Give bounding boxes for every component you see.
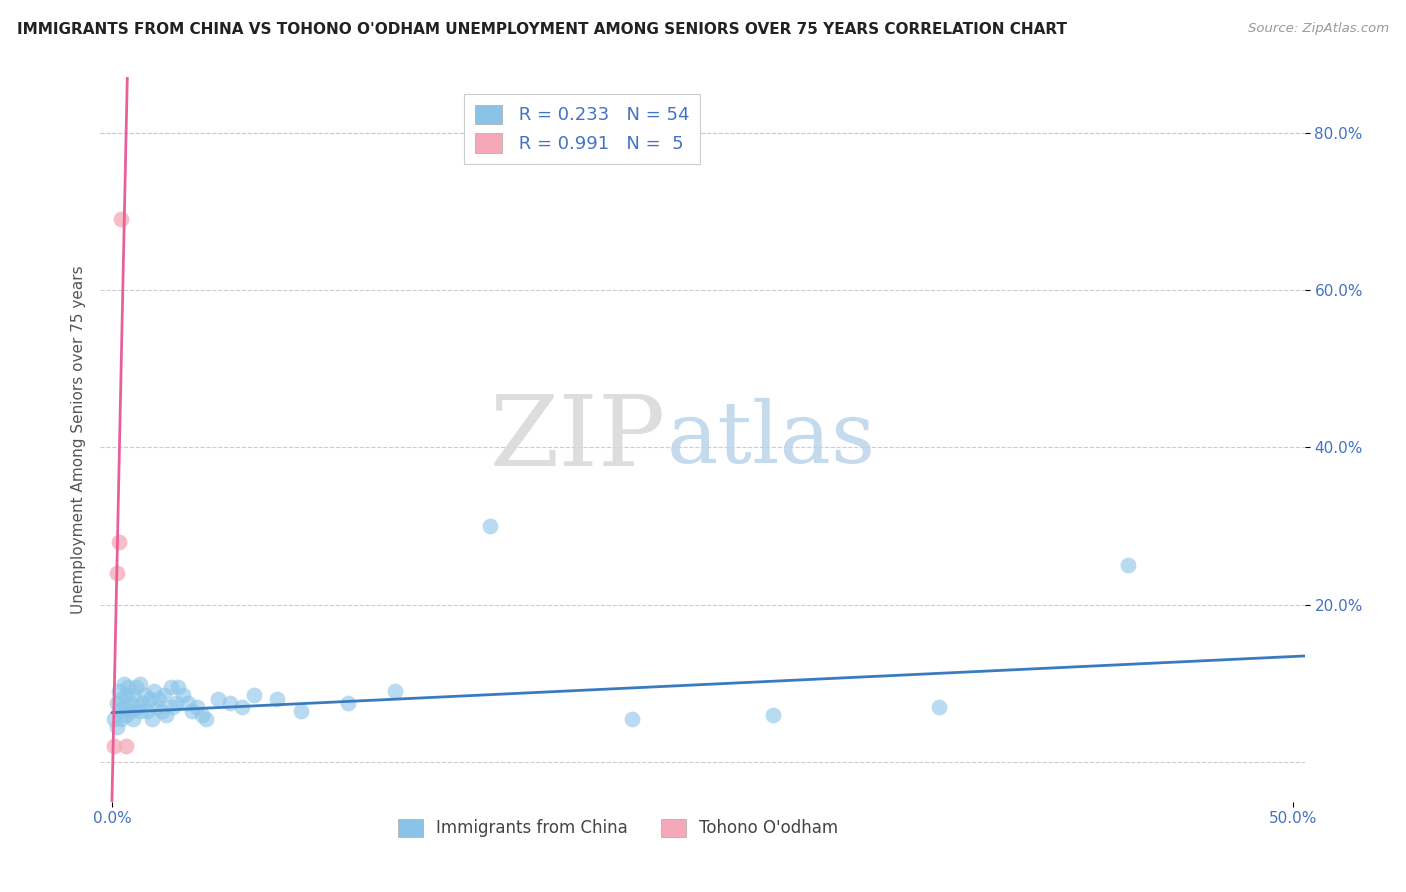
Point (120, 704, 142, 718)
Point (124, 681, 146, 695)
Point (290, 704, 312, 718)
Point (620, 712, 643, 726)
Point (146, 700, 169, 714)
Point (143, 684, 166, 698)
Point (131, 696, 153, 710)
Point (242, 689, 264, 703)
Point (105, 566, 128, 581)
Point (138, 692, 160, 706)
Point (103, 712, 125, 726)
Point (337, 696, 360, 710)
Point (162, 700, 184, 714)
Point (103, 739, 125, 754)
Point (108, 704, 131, 718)
Point (155, 708, 177, 723)
Point (122, 712, 145, 726)
Point (129, 704, 152, 718)
Text: ZIP: ZIP (491, 392, 666, 487)
Text: Source: ZipAtlas.com: Source: ZipAtlas.com (1249, 22, 1389, 36)
Point (127, 700, 149, 714)
Point (150, 704, 173, 718)
Point (110, 712, 132, 726)
Point (115, 739, 138, 754)
Point (122, 689, 145, 703)
Point (110, 692, 132, 706)
Point (105, 696, 128, 710)
Text: atlas: atlas (666, 398, 876, 481)
Point (928, 700, 950, 714)
Point (762, 708, 785, 723)
Text: IMMIGRANTS FROM CHINA VS TOHONO O'ODHAM UNEMPLOYMENT AMONG SENIORS OVER 75 YEARS: IMMIGRANTS FROM CHINA VS TOHONO O'ODHAM … (17, 22, 1067, 37)
Legend: Immigrants from China, Tohono O'odham: Immigrants from China, Tohono O'odham (391, 812, 845, 844)
Point (231, 700, 253, 714)
Point (478, 519, 501, 533)
Point (141, 712, 163, 726)
Point (148, 692, 170, 706)
Point (112, 676, 135, 690)
Point (105, 720, 128, 734)
Point (110, 212, 132, 227)
Point (108, 684, 131, 698)
Point (153, 689, 176, 703)
Point (219, 696, 242, 710)
Point (108, 534, 131, 549)
Point (167, 681, 190, 695)
Point (384, 684, 406, 698)
Point (134, 689, 156, 703)
Point (195, 712, 218, 726)
Point (160, 681, 183, 695)
Point (129, 676, 152, 690)
Point (115, 708, 138, 723)
Point (207, 692, 229, 706)
Point (181, 704, 204, 718)
Point (136, 704, 159, 718)
Point (112, 700, 135, 714)
Point (1116, 558, 1139, 573)
Point (117, 681, 139, 695)
Point (165, 696, 187, 710)
Point (172, 689, 194, 703)
Point (266, 692, 288, 706)
Y-axis label: Unemployment Among Seniors over 75 years: Unemployment Among Seniors over 75 years (72, 265, 86, 614)
Point (186, 700, 208, 714)
Point (120, 696, 142, 710)
Point (176, 696, 198, 710)
Point (190, 708, 212, 723)
Point (115, 689, 138, 703)
